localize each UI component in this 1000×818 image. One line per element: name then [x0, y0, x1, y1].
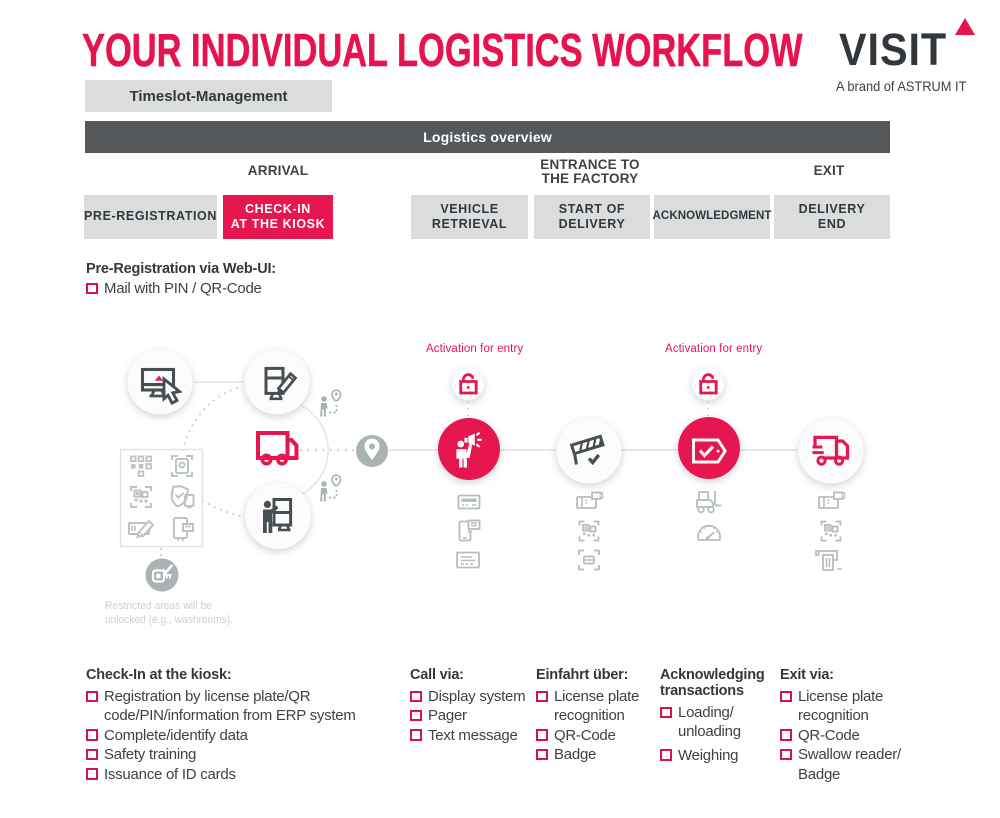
svg-text:unlocked (e.g., washrooms).: unlocked (e.g., washrooms). — [105, 614, 233, 626]
svg-text:Restricted areas will be: Restricted areas will be — [105, 600, 212, 612]
